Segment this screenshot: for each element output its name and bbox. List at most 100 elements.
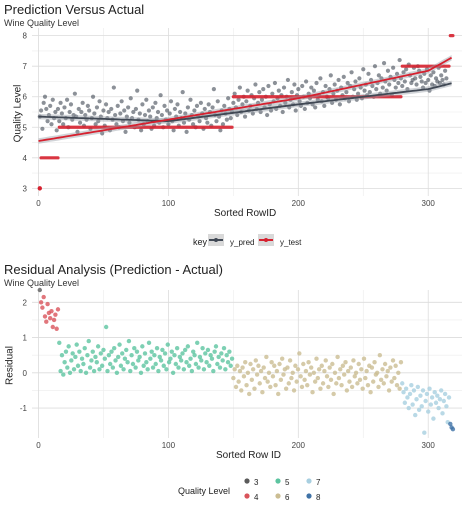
residual-point-level-7 (410, 402, 415, 407)
pred-point (44, 106, 49, 112)
residual-point-level-6 (302, 377, 307, 383)
pred-point (300, 83, 305, 89)
residual-point-level-5 (91, 368, 97, 374)
pred-point (387, 82, 392, 87)
residual-point-level-6 (349, 384, 355, 390)
residual-point-level-7 (437, 397, 443, 402)
pred-point (98, 114, 103, 119)
residual-point-level-4 (44, 319, 49, 324)
residual-point-level-6 (244, 382, 249, 388)
pred-point (354, 97, 359, 102)
residual-point-level-5 (67, 370, 73, 376)
residual-point-level-6 (237, 368, 243, 374)
residual-point-level-7 (427, 386, 432, 391)
residual-point-level-4 (55, 307, 61, 312)
pred-point (57, 119, 62, 124)
pred-point (346, 99, 352, 104)
pred-point (64, 97, 70, 102)
pred-point (358, 85, 363, 90)
pred-point (180, 90, 185, 95)
residual-point-level-5 (201, 367, 207, 372)
residual-point-level-5 (85, 352, 90, 358)
pred-point (258, 109, 263, 115)
pred-point (181, 120, 187, 125)
pred-point (306, 91, 311, 96)
residual-point-level-6 (340, 363, 346, 368)
residual-point-level-5 (162, 351, 168, 356)
residual-point-level-4 (45, 301, 50, 307)
residual-point-level-6 (306, 360, 311, 365)
pred-point (413, 76, 418, 81)
pred-point (314, 80, 319, 86)
pred-point (374, 86, 379, 92)
residual-point-level-5 (133, 365, 138, 370)
residual-point-level-7 (420, 388, 426, 393)
residual-point-level-5 (94, 360, 99, 365)
residual-point-level-5 (99, 363, 105, 368)
pred-point (355, 91, 361, 96)
pred-point (344, 90, 349, 95)
residual-point-level-5 (124, 347, 129, 353)
pred-point (405, 86, 410, 92)
residual-point-level-5 (106, 352, 112, 358)
pred-point (135, 88, 140, 93)
pred-point (190, 122, 196, 127)
pred-point (38, 108, 44, 113)
pred-point (76, 106, 81, 112)
pred-point (281, 85, 287, 90)
residual-point-level-4 (53, 312, 58, 317)
pred-point (289, 90, 294, 95)
chart2-xtick-label: 0 (36, 441, 41, 450)
residual-point-level-8 (448, 421, 453, 427)
residual-point-level-7 (409, 382, 414, 388)
residual-point-level-6 (258, 368, 264, 374)
residual-point-level-5 (142, 351, 148, 356)
pred-point (96, 119, 101, 124)
residual-point-level-5 (125, 360, 130, 365)
residual-point-level-5 (228, 363, 233, 368)
pred-point (150, 105, 155, 110)
pred-point (231, 100, 236, 105)
pred-point (376, 73, 381, 78)
residual-point-level-5 (57, 340, 62, 346)
residual-point-level-5 (212, 349, 217, 354)
pred-point (168, 99, 174, 104)
residual-point-level-5 (181, 367, 187, 372)
residual-point-level-7 (413, 412, 418, 418)
pred-point (220, 122, 226, 127)
pred-point (114, 122, 119, 127)
residual-point-level-6 (365, 382, 371, 388)
residual-point-level-5 (136, 358, 141, 363)
residual-point-level-5 (107, 361, 113, 367)
residual-point-level-5 (65, 365, 70, 370)
residual-point-level-8 (450, 426, 456, 432)
residual-point-level-5 (140, 344, 145, 349)
pred-point (205, 120, 210, 125)
residual-point-level-5 (185, 344, 191, 349)
pred-point (87, 108, 92, 113)
residual-point-level-6 (303, 368, 309, 374)
chart1-ytick-label: 3 (23, 184, 28, 193)
residual-point-level-6 (328, 377, 334, 383)
chart2-legend-key-3 (244, 478, 250, 484)
residual-point-level-6 (345, 368, 351, 374)
pred-point (158, 93, 163, 98)
residual-point-level-5 (205, 347, 211, 353)
residual-point-level-6 (232, 367, 237, 372)
residual-point-level-5 (166, 360, 172, 365)
residual-point-level-6 (274, 368, 280, 374)
residual-point-level-6 (276, 391, 281, 397)
pred-point (188, 97, 193, 102)
pred-point (404, 67, 409, 72)
residual-point-level-5 (95, 344, 101, 349)
pred-point (185, 105, 190, 110)
pred-point (142, 112, 148, 118)
pred-point (341, 74, 346, 79)
chart2-legend-key-5 (275, 478, 281, 484)
residual-point-level-5 (224, 352, 229, 358)
pred-point (90, 94, 96, 99)
pred-point (352, 86, 357, 92)
residual-point-level-5 (59, 352, 65, 358)
residual-point-level-6 (382, 361, 388, 367)
pred-point (144, 97, 149, 102)
